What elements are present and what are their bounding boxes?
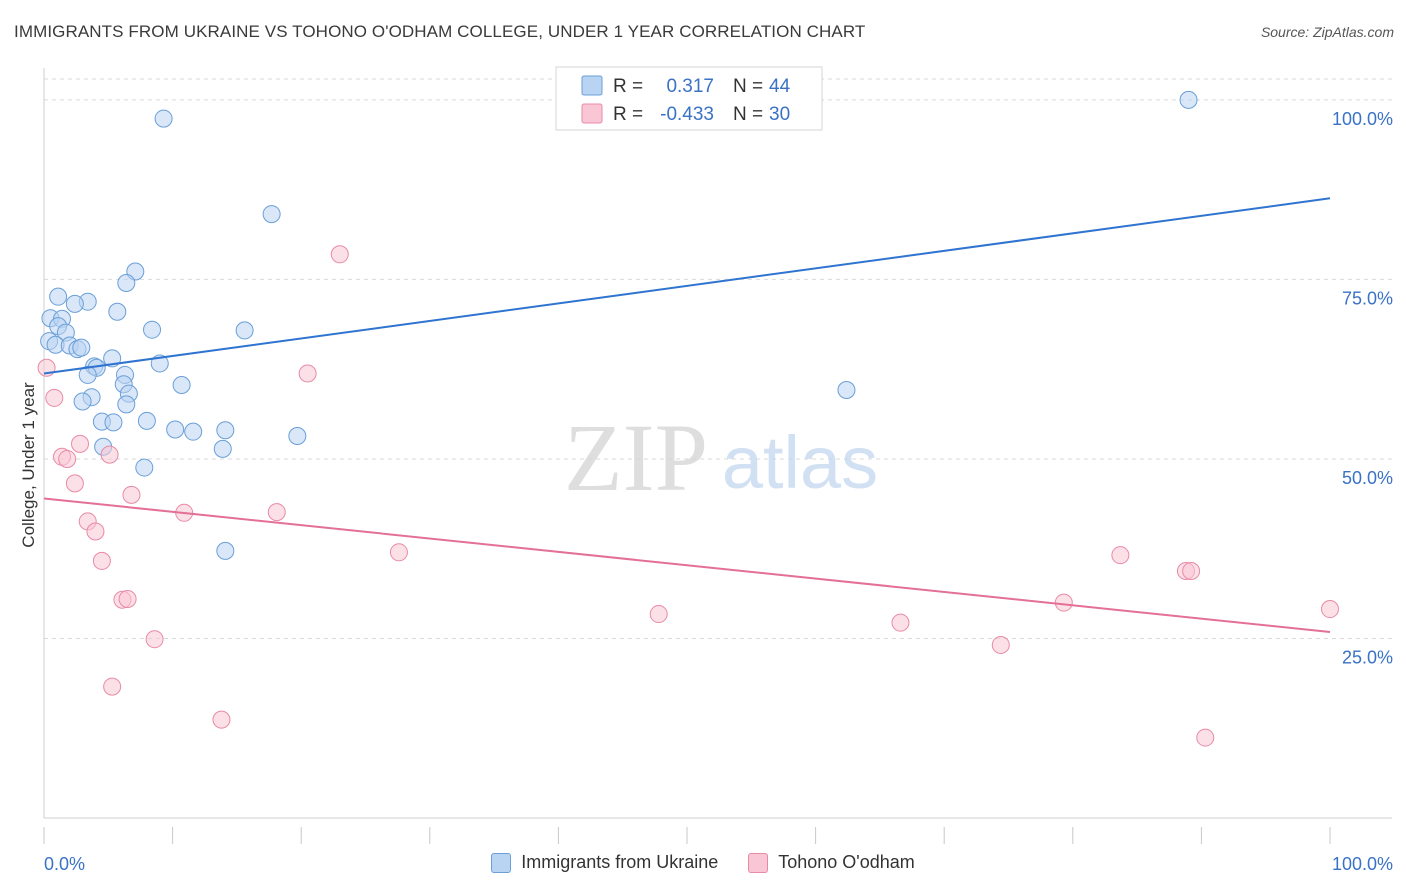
legend-n-label: N = xyxy=(733,104,763,125)
data-point-tohono xyxy=(267,503,286,522)
y-tick-label: 100.0% xyxy=(1332,109,1393,129)
data-point-ukraine xyxy=(172,375,191,394)
data-point-tohono xyxy=(71,434,90,453)
legend-r-label: R = xyxy=(613,104,643,125)
data-point-ukraine xyxy=(117,395,136,414)
legend-r-label: R = xyxy=(613,76,643,97)
watermark-zip: ZIP xyxy=(564,404,708,511)
legend-item-tohono[interactable]: Tohono O'odham xyxy=(748,852,915,873)
y-tick-label: 75.0% xyxy=(1342,288,1393,308)
data-point-ukraine xyxy=(154,109,173,128)
data-point-tohono xyxy=(1054,593,1073,612)
data-point-tohono xyxy=(100,445,119,464)
data-point-tohono xyxy=(145,630,164,649)
data-point-ukraine xyxy=(72,338,91,357)
data-point-ukraine xyxy=(78,365,97,384)
trend-line-tohono xyxy=(43,497,1331,634)
legend-item-ukraine[interactable]: Immigrants from Ukraine xyxy=(491,852,718,873)
legend-r-value: -0.433 xyxy=(660,104,714,125)
legend-label-ukraine: Immigrants from Ukraine xyxy=(521,852,719,872)
trend-lines xyxy=(43,197,1331,634)
data-point-tohono xyxy=(118,589,137,608)
data-point-tohono xyxy=(212,710,231,729)
x-tick-label: 0.0% xyxy=(44,854,85,874)
gridlines xyxy=(44,78,1392,639)
chart-title: IMMIGRANTS FROM UKRAINE VS TOHONO O'ODHA… xyxy=(14,22,866,41)
watermark: ZIP atlas xyxy=(564,404,878,511)
data-point-ukraine xyxy=(216,541,235,560)
data-point-ukraine xyxy=(184,422,203,441)
axis-labels: 25.0% 50.0% 75.0% 100.0% 0.0% 100.0% College, … xyxy=(19,109,1393,874)
data-point-ukraine xyxy=(108,302,127,321)
data-point-tohono xyxy=(58,449,77,468)
correlation-legend: R = 0.317 N = 44 R = -0.433 N = 30 xyxy=(555,66,823,131)
legend-swatch xyxy=(581,75,603,96)
legend-swatch-pink xyxy=(748,852,769,873)
data-point-tohono xyxy=(389,543,408,562)
data-point-tohono xyxy=(1111,546,1130,565)
data-point-tohono xyxy=(65,474,84,493)
data-point-ukraine xyxy=(262,205,281,224)
data-point-ukraine xyxy=(65,294,84,313)
data-point-tohono xyxy=(1196,728,1215,747)
legend-n-value: 30 xyxy=(769,104,790,125)
watermark-atlas: atlas xyxy=(722,421,878,504)
legend-n-value: 44 xyxy=(769,76,791,97)
data-point-ukraine xyxy=(1179,90,1198,109)
data-point-ukraine xyxy=(135,458,154,477)
data-point-tohono xyxy=(991,635,1010,654)
y-tick-label: 50.0% xyxy=(1342,468,1393,488)
data-point-tohono xyxy=(298,364,317,383)
data-point-ukraine xyxy=(137,411,156,430)
y-axis-label: College, Under 1 year xyxy=(19,382,38,548)
data-point-tohono xyxy=(649,605,668,624)
data-point-ukraine xyxy=(837,381,856,400)
data-point-tohono xyxy=(122,485,141,504)
data-point-ukraine xyxy=(49,287,68,306)
data-point-ukraine xyxy=(213,439,232,458)
legend-swatch xyxy=(581,103,603,124)
source-label: Source: ZipAtlas.com xyxy=(1260,24,1394,40)
legend-label-tohono: Tohono O'odham xyxy=(778,852,915,872)
data-point-ukraine xyxy=(117,274,136,293)
data-point-ukraine xyxy=(143,320,162,339)
data-point-ukraine xyxy=(104,413,123,432)
data-point-tohono xyxy=(891,613,910,632)
data-point-tohono xyxy=(86,522,105,541)
data-point-ukraine xyxy=(216,421,235,440)
y-tick-label: 25.0% xyxy=(1342,647,1393,667)
axes xyxy=(43,68,1392,844)
data-point-ukraine xyxy=(73,392,92,411)
x-tick-label: 100.0% xyxy=(1332,854,1393,874)
data-point-ukraine xyxy=(166,420,185,439)
series-legend: Immigrants from Ukraine Tohono O'odham xyxy=(0,852,1406,873)
trend-line-ukraine xyxy=(43,197,1331,375)
data-points xyxy=(37,90,1339,747)
data-point-ukraine xyxy=(235,321,254,340)
legend-r-value: 0.317 xyxy=(666,76,714,97)
data-point-ukraine xyxy=(288,426,307,445)
data-point-tohono xyxy=(330,245,349,264)
data-point-tohono xyxy=(103,677,122,696)
legend-n-label: N = xyxy=(733,76,763,97)
legend-swatch-blue xyxy=(491,852,512,873)
data-point-tohono xyxy=(92,551,111,570)
data-point-tohono xyxy=(1182,561,1201,580)
data-point-tohono xyxy=(45,388,64,407)
data-point-tohono xyxy=(1321,600,1339,619)
